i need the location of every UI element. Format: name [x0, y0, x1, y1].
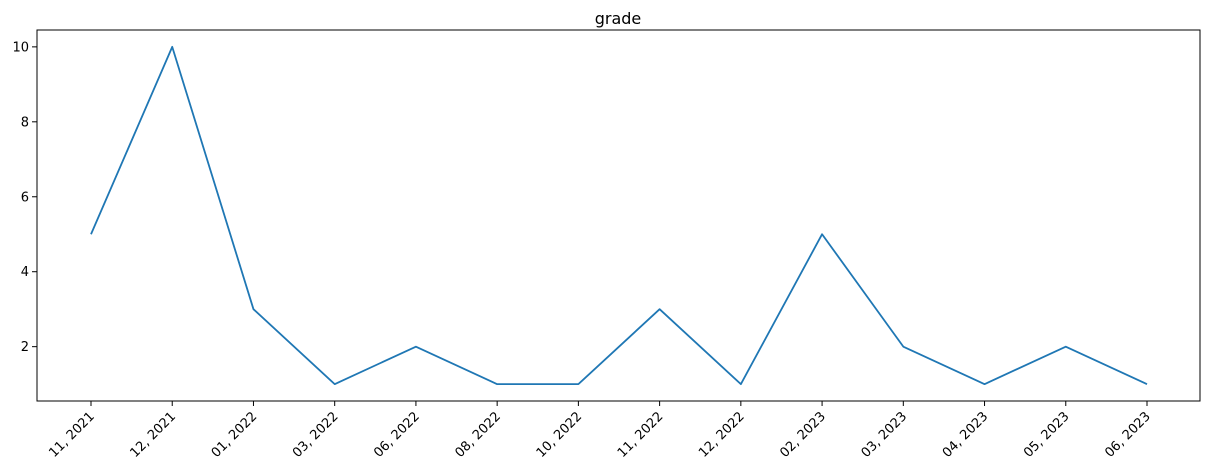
- x-tick-label: 04, 2023: [940, 409, 992, 461]
- x-tick-label: 06, 2023: [1102, 409, 1154, 461]
- x-tick-label: 05, 2023: [1021, 409, 1073, 461]
- y-tick-label: 10: [12, 40, 29, 55]
- x-tick-label: 11, 2022: [615, 409, 667, 461]
- x-tick-label: 10, 2022: [534, 409, 586, 461]
- y-axis: 2 4 6 8 10: [12, 40, 37, 355]
- x-tick-label: 03, 2022: [290, 409, 342, 461]
- x-tick-label: 12, 2022: [696, 409, 748, 461]
- y-tick-label: 8: [21, 115, 29, 130]
- x-tick-label: 02, 2023: [777, 409, 829, 461]
- x-tick-label: 06, 2022: [371, 409, 423, 461]
- x-tick-label: 08, 2022: [452, 409, 504, 461]
- series-layer: [90, 45, 1148, 386]
- plot-area-frame: [36, 29, 1201, 402]
- series-line: [90, 45, 1148, 386]
- x-tick-label: 01, 2022: [209, 409, 261, 461]
- y-tick-label: 4: [21, 265, 29, 280]
- x-axis: 11, 2021 12, 2021 01, 2022 03, 2022 06, 2022…: [46, 401, 1154, 461]
- x-tick-label: 12, 2021: [128, 409, 180, 461]
- x-tick-label: 11, 2021: [46, 409, 98, 461]
- x-tick-label: 03, 2023: [859, 409, 911, 461]
- y-tick-label: 6: [21, 190, 29, 205]
- y-tick-label: 2: [21, 340, 29, 355]
- chart-title: grade: [595, 9, 642, 28]
